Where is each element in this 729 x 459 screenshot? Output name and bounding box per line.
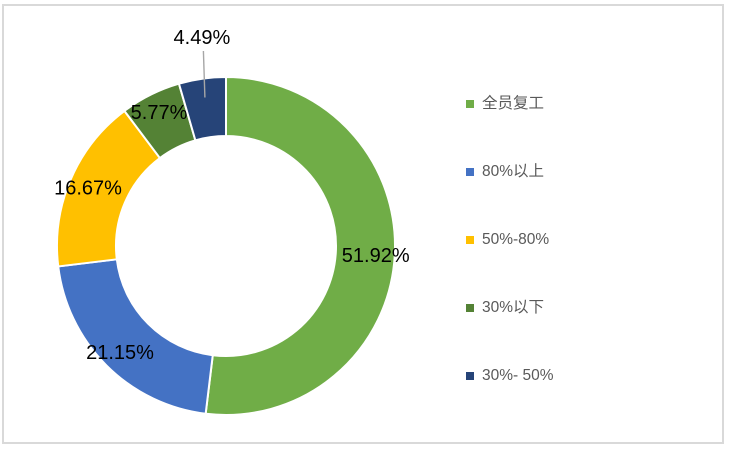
donut-slice-0 <box>204 76 396 416</box>
legend-marker-icon <box>466 168 474 176</box>
donut-slice-4 <box>177 76 227 142</box>
chart-frame: 51.92% 21.15% 16.67% 5.77% 4.49% 全员复工 80%以上 50… <box>2 4 724 444</box>
legend-item-3: 30%以下 <box>466 299 544 317</box>
legend: 全员复工 80%以上 50%-80% 30%以下 30%- 50% <box>466 6 716 459</box>
legend-item-2: 50%-80% <box>466 231 549 249</box>
data-label-2: 16.67% <box>54 177 122 199</box>
donut-slice-1 <box>57 258 214 415</box>
legend-marker-icon <box>466 236 474 244</box>
legend-item-0: 全员复工 <box>466 95 544 113</box>
data-label-4: 4.49% <box>174 27 231 49</box>
legend-marker-icon <box>466 372 474 380</box>
legend-label: 50%-80% <box>482 231 550 248</box>
legend-item-1: 80%以上 <box>466 163 544 181</box>
data-label-0: 51.92% <box>342 245 410 267</box>
legend-item-4: 30%- 50% <box>466 367 554 385</box>
legend-marker-icon <box>466 304 474 312</box>
legend-label: 全员复工 <box>482 95 545 112</box>
legend-marker-icon <box>466 100 474 108</box>
leader-line <box>202 50 206 98</box>
data-label-3: 5.77% <box>131 102 188 124</box>
data-label-1: 21.15% <box>86 342 154 364</box>
legend-label: 80%以上 <box>482 163 545 180</box>
legend-label: 30%- 50% <box>482 367 554 384</box>
legend-label: 30%以下 <box>482 299 545 316</box>
donut-chart: 51.92% 21.15% 16.67% 5.77% 4.49% <box>54 27 410 416</box>
